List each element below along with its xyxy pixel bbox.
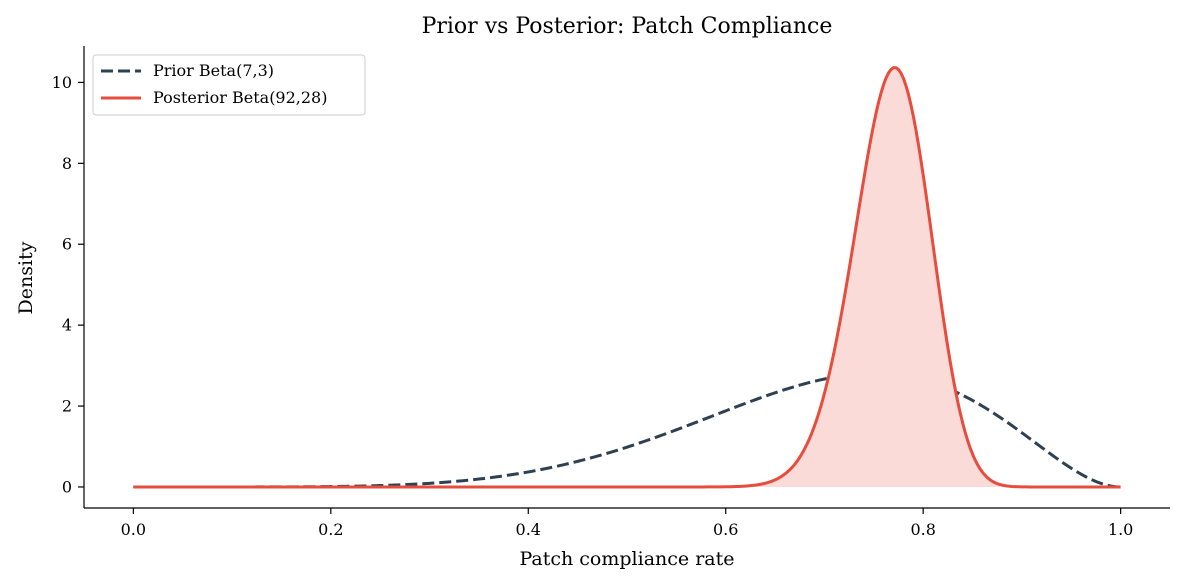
posterior-fill-area bbox=[133, 67, 1121, 487]
legend-box bbox=[92, 54, 366, 116]
y-ticks: 0 2 4 6 8 10 bbox=[52, 73, 84, 496]
y-tick-label: 6 bbox=[62, 235, 72, 254]
posterior-series-line bbox=[133, 66, 1121, 489]
x-tick-label: 0.6 bbox=[713, 520, 738, 539]
legend-posterior-label: Posterior Beta(92,28) bbox=[153, 88, 327, 107]
x-axis-label: Patch compliance rate bbox=[519, 548, 734, 570]
legend: Prior Beta(7,3) Posterior Beta(92,28) bbox=[92, 54, 366, 116]
x-tick-label: 0.2 bbox=[318, 520, 343, 539]
y-tick-label: 2 bbox=[62, 397, 72, 416]
x-tick-label: 0.0 bbox=[121, 520, 146, 539]
y-axis-label: Density bbox=[15, 241, 37, 314]
x-ticks: 0.0 0.2 0.4 0.6 0.8 1.0 bbox=[121, 508, 1133, 539]
chart-title: Prior vs Posterior: Patch Compliance bbox=[422, 14, 833, 39]
x-tick-label: 0.4 bbox=[516, 520, 541, 539]
y-tick-label: 0 bbox=[62, 477, 72, 496]
y-tick-label: 8 bbox=[62, 154, 72, 173]
y-tick-label: 10 bbox=[52, 73, 72, 92]
x-tick-label: 1.0 bbox=[1108, 520, 1133, 539]
y-tick-label: 4 bbox=[62, 316, 72, 335]
legend-prior-label: Prior Beta(7,3) bbox=[153, 61, 274, 80]
plot-area bbox=[133, 66, 1121, 489]
x-tick-label: 0.8 bbox=[910, 520, 935, 539]
